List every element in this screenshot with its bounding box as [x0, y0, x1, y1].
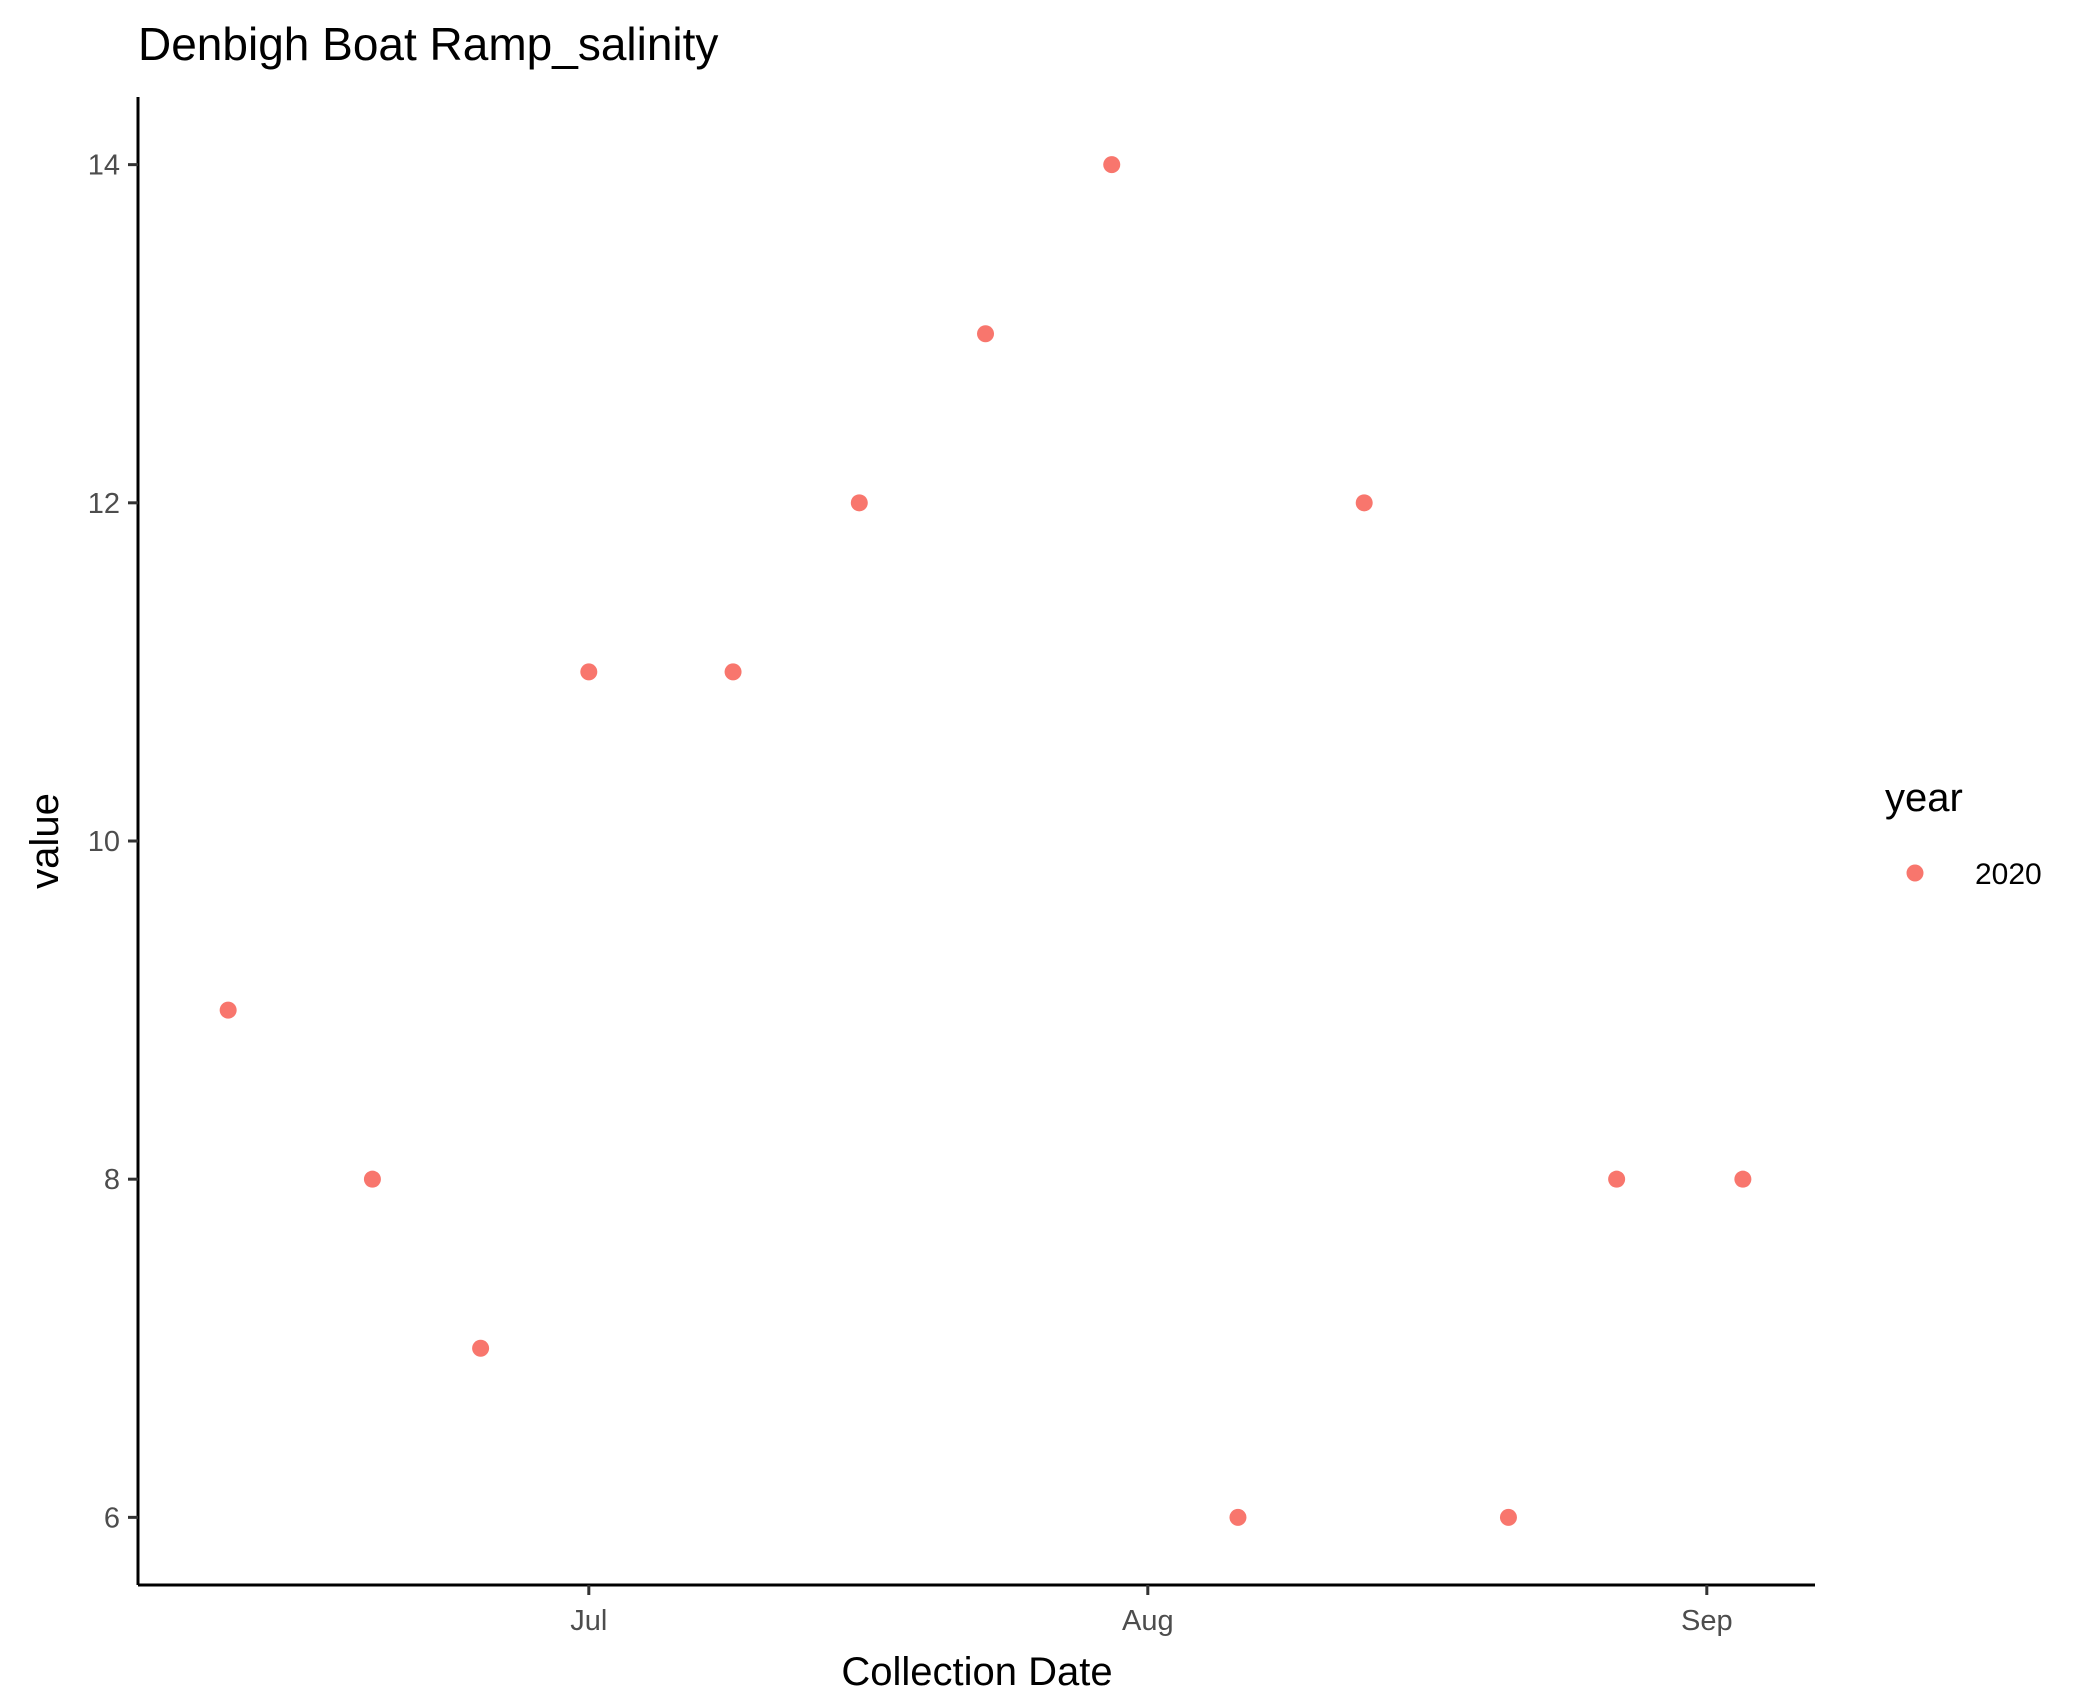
data-point [1103, 156, 1121, 174]
y-axis-ticks: 6 8 10 12 14 [88, 150, 138, 1534]
y-tick-label: 14 [88, 150, 120, 182]
data-point [219, 1001, 237, 1019]
data-point [724, 663, 742, 681]
legend-items: 2020 [1906, 858, 2042, 891]
legend-title: year [1885, 776, 1963, 820]
data-point [580, 663, 598, 681]
data-point [363, 1170, 381, 1188]
legend-key [1906, 864, 1924, 882]
y-tick-label: 6 [104, 1502, 120, 1534]
x-axis-title: Collection Date [841, 1650, 1112, 1694]
data-points [219, 156, 1752, 1526]
y-tick-label: 10 [88, 826, 120, 858]
x-tick-label: Aug [1122, 1605, 1174, 1637]
data-point [1229, 1508, 1247, 1526]
data-point [850, 494, 868, 512]
plot-area: 6 8 10 12 14 Jul Aug Sep [88, 97, 1815, 1637]
data-point [1355, 494, 1373, 512]
x-tick-label: Jul [570, 1605, 607, 1637]
data-point [1734, 1170, 1752, 1188]
chart-title: Denbigh Boat Ramp_salinity [138, 18, 718, 70]
y-tick-label: 8 [104, 1164, 120, 1196]
x-tick-label: Sep [1681, 1605, 1733, 1637]
data-point [1608, 1170, 1626, 1188]
data-point [1499, 1508, 1517, 1526]
data-point [977, 325, 995, 343]
x-axis-ticks: Jul Aug Sep [570, 1585, 1733, 1637]
y-axis-title: value [23, 793, 67, 889]
legend: year 2020 [1885, 776, 2042, 891]
data-point [472, 1339, 490, 1357]
legend-label: 2020 [1975, 858, 2042, 891]
y-tick-label: 12 [88, 488, 120, 520]
